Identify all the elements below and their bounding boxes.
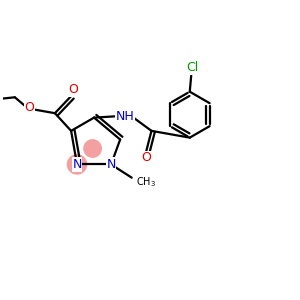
Text: O: O xyxy=(141,152,151,164)
Circle shape xyxy=(67,154,87,175)
Text: NH: NH xyxy=(116,110,134,123)
Text: Cl: Cl xyxy=(186,61,198,74)
Text: N: N xyxy=(72,158,82,171)
Text: N: N xyxy=(106,158,116,171)
Text: O: O xyxy=(68,83,78,96)
Text: O: O xyxy=(25,101,34,114)
Text: CH$_3$: CH$_3$ xyxy=(136,175,156,189)
Circle shape xyxy=(83,139,102,158)
